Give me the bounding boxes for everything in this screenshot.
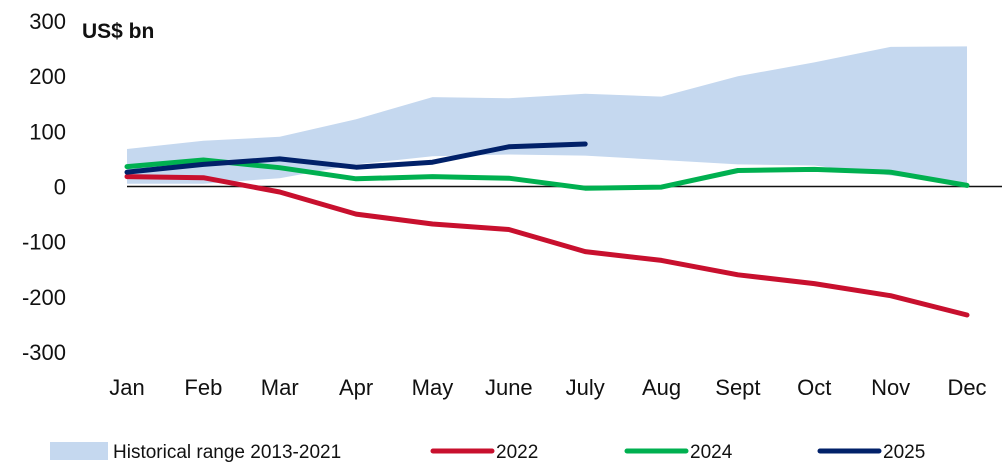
x-tick-label: June [485,375,533,400]
legend-label-2025: 2025 [883,442,925,463]
legend: Historical range 2013-2021 2022 2024 2025 [50,442,925,463]
legend-swatch-historical-range [50,442,108,460]
x-tick-labels: Jan Feb Mar Apr May June July Aug Sept Oct Nov Dec [109,375,986,400]
series-line-2022 [124,174,970,318]
y-tick-label: 200 [29,64,66,89]
y-tick-label: 100 [29,119,66,144]
x-tick-label: Apr [339,375,373,400]
x-tick-label: Nov [871,375,910,400]
y-tick-label: 0 [54,175,66,200]
y-tick-label: 300 [29,9,66,34]
historical-range-layer [127,46,967,184]
y-tick-label: -300 [22,340,66,365]
series-line-2025 [124,141,588,175]
x-tick-label: Jan [109,375,144,400]
x-tick-label: Feb [184,375,222,400]
x-tick-label: May [412,375,454,400]
legend-label-2022: 2022 [496,442,538,463]
y-tick-labels: 300 200 100 0 -100 -200 -300 [22,9,66,365]
legend-label-historical-range: Historical range 2013-2021 [113,442,341,463]
series-line-2024 [124,157,970,191]
unit-label: US$ bn [82,20,154,43]
y-tick-label: -100 [22,230,66,255]
historical-range-area [127,46,967,184]
x-tick-label: Mar [261,375,299,400]
x-tick-label: July [566,375,605,400]
x-tick-label: Aug [642,375,681,400]
x-tick-label: Dec [947,375,986,400]
series-layer [124,141,970,318]
y-tick-label: -200 [22,285,66,310]
legend-label-2024: 2024 [690,442,733,463]
x-tick-label: Oct [797,375,831,400]
x-tick-label: Sept [715,375,760,400]
